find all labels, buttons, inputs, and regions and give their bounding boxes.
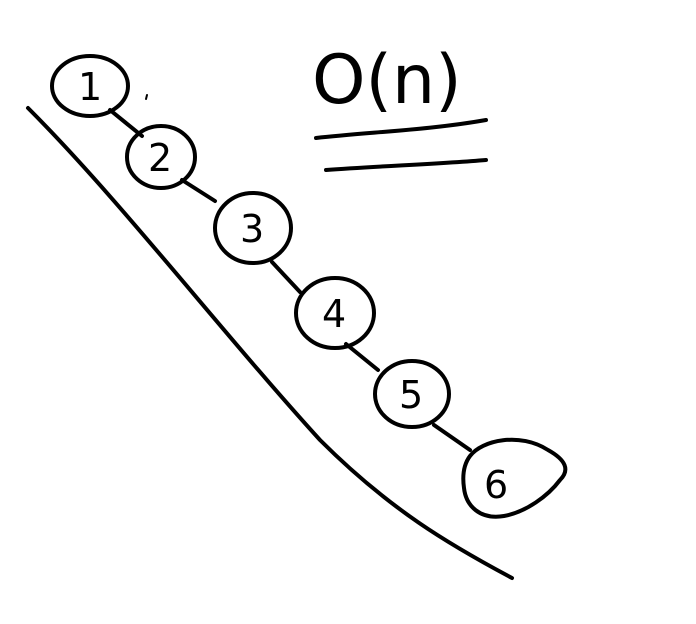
complexity-label: O(n): [312, 41, 462, 120]
node-circle: [125, 124, 197, 190]
edge-3-4: [270, 260, 302, 294]
node-label: 4: [322, 292, 346, 336]
node-1: 1: [50, 54, 130, 118]
node-circle: [213, 191, 293, 265]
diagonal-line: [26, 106, 514, 580]
edge-2-3: [180, 178, 217, 203]
node-label: 3: [240, 207, 264, 251]
node-circle: [50, 54, 130, 118]
edge-1-2: [108, 108, 144, 138]
node-4: 4: [294, 276, 376, 350]
node-label: 5: [399, 373, 423, 417]
complexity-annotation: O(n): [312, 41, 488, 172]
node-label: 6: [484, 463, 508, 507]
edge-5-6: [432, 423, 472, 452]
node-label: 1: [78, 65, 102, 109]
node-circle: [461, 437, 568, 519]
node-5: 5: [373, 359, 451, 429]
node-2: 2: [125, 124, 197, 190]
edge-4-5: [344, 342, 380, 372]
node-3: 3: [213, 191, 293, 265]
edges: [108, 108, 472, 452]
stray-mark: [145, 94, 148, 100]
node-6: 6: [461, 437, 568, 519]
node-label: 2: [148, 136, 172, 180]
underline-bottom: [324, 158, 488, 172]
underline-top: [314, 118, 488, 140]
node-circle: [294, 276, 376, 350]
node-circle: [373, 359, 451, 429]
